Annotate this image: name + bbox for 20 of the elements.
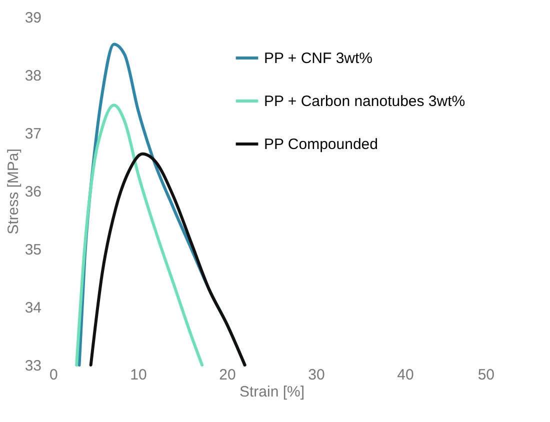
legend-label: PP + CNF 3wt% — [264, 50, 373, 67]
y-tick-label: 37 — [24, 126, 42, 142]
legend-label: PP Compounded — [264, 136, 378, 153]
legend-label: PP + Carbon nanotubes 3wt% — [264, 93, 466, 110]
x-tick-label: 40 — [397, 366, 414, 384]
line-series — [75, 104, 204, 366]
y-tick-label: 34 — [24, 300, 42, 316]
y-tick-label: 38 — [24, 68, 42, 84]
y-axis-title: Stress [MPa] — [4, 148, 22, 234]
x-tick-label: 50 — [478, 366, 494, 384]
x-tick-label: 0 — [50, 366, 58, 384]
y-tick-label: 35 — [24, 242, 42, 258]
line-series — [89, 152, 246, 366]
y-tick-label: 36 — [24, 184, 42, 200]
y-tick-label: 39 — [24, 10, 42, 26]
x-tick-label: 30 — [308, 366, 325, 384]
x-tick-label: 10 — [130, 366, 147, 384]
x-axis-title: Strain [%] — [239, 384, 305, 400]
y-tick-label: 33 — [24, 358, 42, 374]
x-tick-label: 20 — [219, 366, 236, 384]
